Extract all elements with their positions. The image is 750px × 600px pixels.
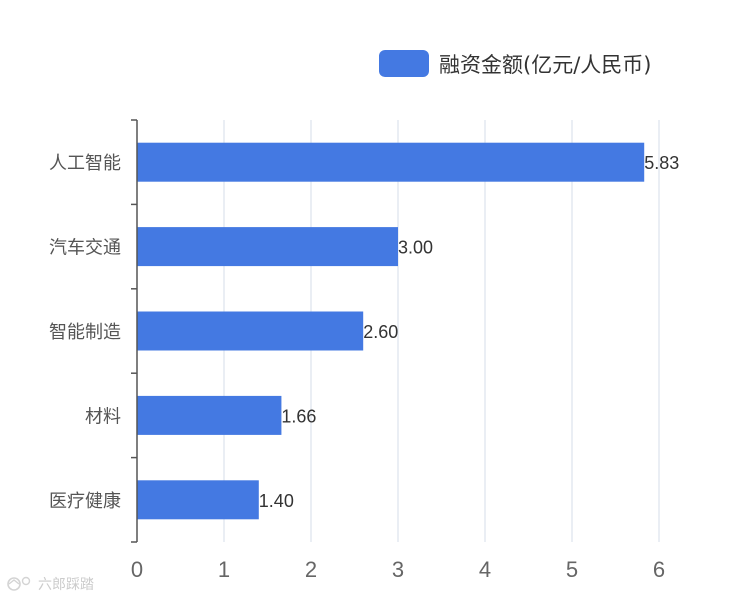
legend[interactable]: 融资金额(亿元/人民币) [379, 50, 651, 77]
category-label: 材料 [85, 406, 121, 427]
data-label: 1.66 [281, 406, 316, 426]
grid-lines [223, 120, 660, 542]
data-labels: 5.83 3.00 2.60 1.66 1.40 [259, 153, 679, 511]
legend-swatch [379, 50, 429, 77]
bar[interactable] [137, 395, 282, 435]
data-label: 5.83 [644, 153, 679, 173]
bar[interactable] [137, 227, 398, 267]
x-tick-label: 2 [305, 557, 317, 582]
category-label: 人工智能 [49, 153, 121, 174]
watermark: 六郎踩踏 [7, 576, 94, 593]
x-tick-label: 0 [131, 557, 143, 582]
data-label: 1.40 [259, 491, 294, 511]
bar[interactable] [137, 142, 645, 182]
category-label: 智能制造 [49, 322, 121, 343]
axes [131, 119, 138, 543]
bar[interactable] [137, 311, 364, 351]
bars [137, 142, 645, 520]
legend-label: 融资金额(亿元/人民币) [439, 53, 651, 77]
x-tick-label: 3 [392, 557, 404, 582]
category-label: 医疗健康 [49, 491, 121, 512]
x-tick-labels: 0 1 2 3 4 5 6 [131, 557, 665, 582]
kr-logo-icon [7, 576, 31, 591]
bar[interactable] [137, 480, 259, 520]
watermark-text: 六郎踩踏 [38, 577, 94, 593]
x-tick-label: 5 [566, 557, 578, 582]
data-label: 2.60 [363, 322, 398, 342]
x-tick-label: 1 [218, 557, 230, 582]
category-label: 汽车交通 [49, 238, 121, 259]
x-tick-label: 4 [479, 557, 491, 582]
x-tick-label: 6 [653, 557, 665, 582]
data-label: 3.00 [398, 238, 433, 258]
